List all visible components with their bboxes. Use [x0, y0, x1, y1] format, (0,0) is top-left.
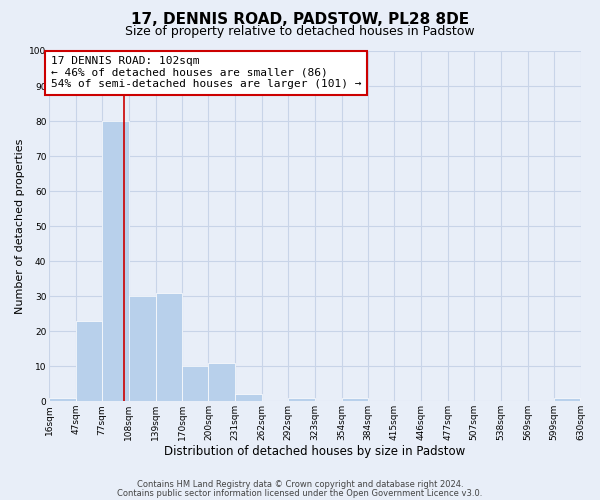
Text: Size of property relative to detached houses in Padstow: Size of property relative to detached ho… — [125, 25, 475, 38]
Text: Contains public sector information licensed under the Open Government Licence v3: Contains public sector information licen… — [118, 489, 482, 498]
Text: 17 DENNIS ROAD: 102sqm
← 46% of detached houses are smaller (86)
54% of semi-det: 17 DENNIS ROAD: 102sqm ← 46% of detached… — [51, 56, 361, 90]
Bar — [288, 398, 315, 401]
Bar — [208, 362, 235, 401]
Bar — [129, 296, 155, 401]
X-axis label: Distribution of detached houses by size in Padstow: Distribution of detached houses by size … — [164, 444, 466, 458]
Text: Contains HM Land Registry data © Crown copyright and database right 2024.: Contains HM Land Registry data © Crown c… — [137, 480, 463, 489]
Text: 17, DENNIS ROAD, PADSTOW, PL28 8DE: 17, DENNIS ROAD, PADSTOW, PL28 8DE — [131, 12, 469, 28]
Bar — [341, 398, 368, 401]
Bar — [102, 121, 129, 401]
Y-axis label: Number of detached properties: Number of detached properties — [15, 138, 25, 314]
Bar — [155, 292, 182, 401]
Bar — [76, 320, 102, 401]
Bar — [182, 366, 208, 401]
Bar — [49, 398, 76, 401]
Bar — [235, 394, 262, 401]
Bar — [554, 398, 580, 401]
